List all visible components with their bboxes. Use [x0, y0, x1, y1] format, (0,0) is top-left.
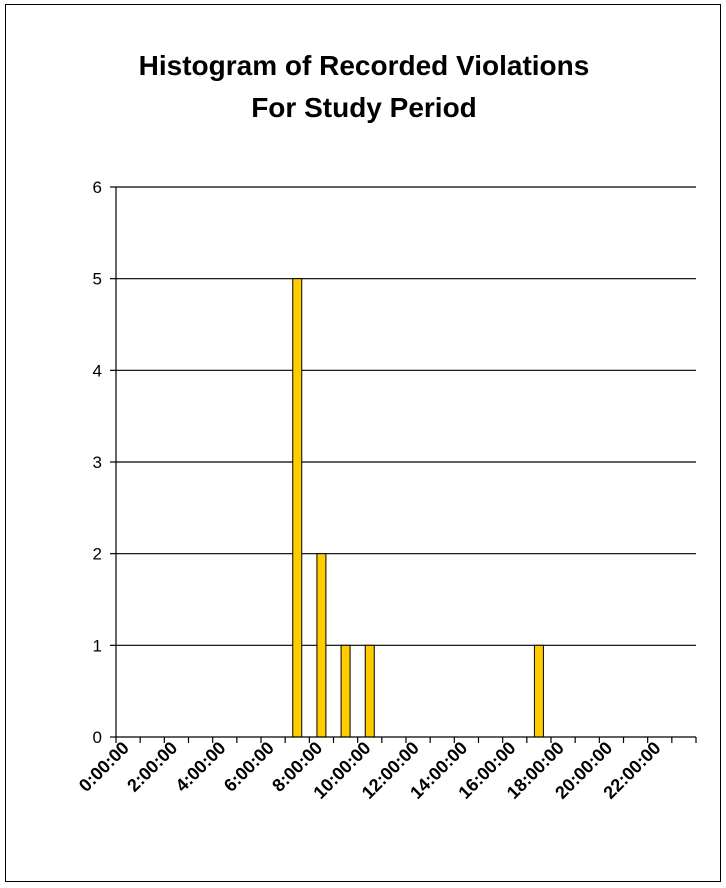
chart-frame: Histogram of Recorded Violations For Stu… — [5, 4, 721, 882]
y-axis-ticks: 0 1 2 3 4 5 6 — [93, 178, 116, 747]
chart-title-line-1: Histogram of Recorded Violations — [139, 50, 590, 81]
bar-8:00:00 — [316, 553, 327, 738]
chart-title-line-2: For Study Period — [251, 92, 477, 123]
x-tick-label-6:00:00: 6:00:00 — [220, 738, 278, 796]
bar-17:00:00 — [533, 644, 544, 738]
y-tick-label-2: 2 — [93, 545, 102, 564]
histogram-chart: Histogram of Recorded Violations For Stu… — [75, 50, 697, 803]
bar-7:00:00 — [292, 278, 303, 738]
y-tick-label-3: 3 — [93, 453, 102, 472]
x-tick-label-4:00:00: 4:00:00 — [172, 738, 230, 796]
y-tick-label-1: 1 — [93, 636, 102, 655]
x-axis-ticks: 0:00:002:00:004:00:006:00:008:00:0010:00… — [75, 737, 697, 803]
x-tick-label-0:00:00: 0:00:00 — [75, 738, 133, 796]
bar-10:00:00 — [364, 644, 375, 738]
y-tick-label-5: 5 — [93, 270, 102, 289]
y-tick-label-0: 0 — [93, 728, 102, 747]
y-tick-label-4: 4 — [93, 361, 102, 380]
bar-9:00:00 — [340, 644, 351, 738]
x-tick-label-2:00:00: 2:00:00 — [123, 738, 181, 796]
bars — [292, 278, 544, 738]
gridlines — [116, 186, 696, 646]
y-tick-label-6: 6 — [93, 178, 102, 197]
